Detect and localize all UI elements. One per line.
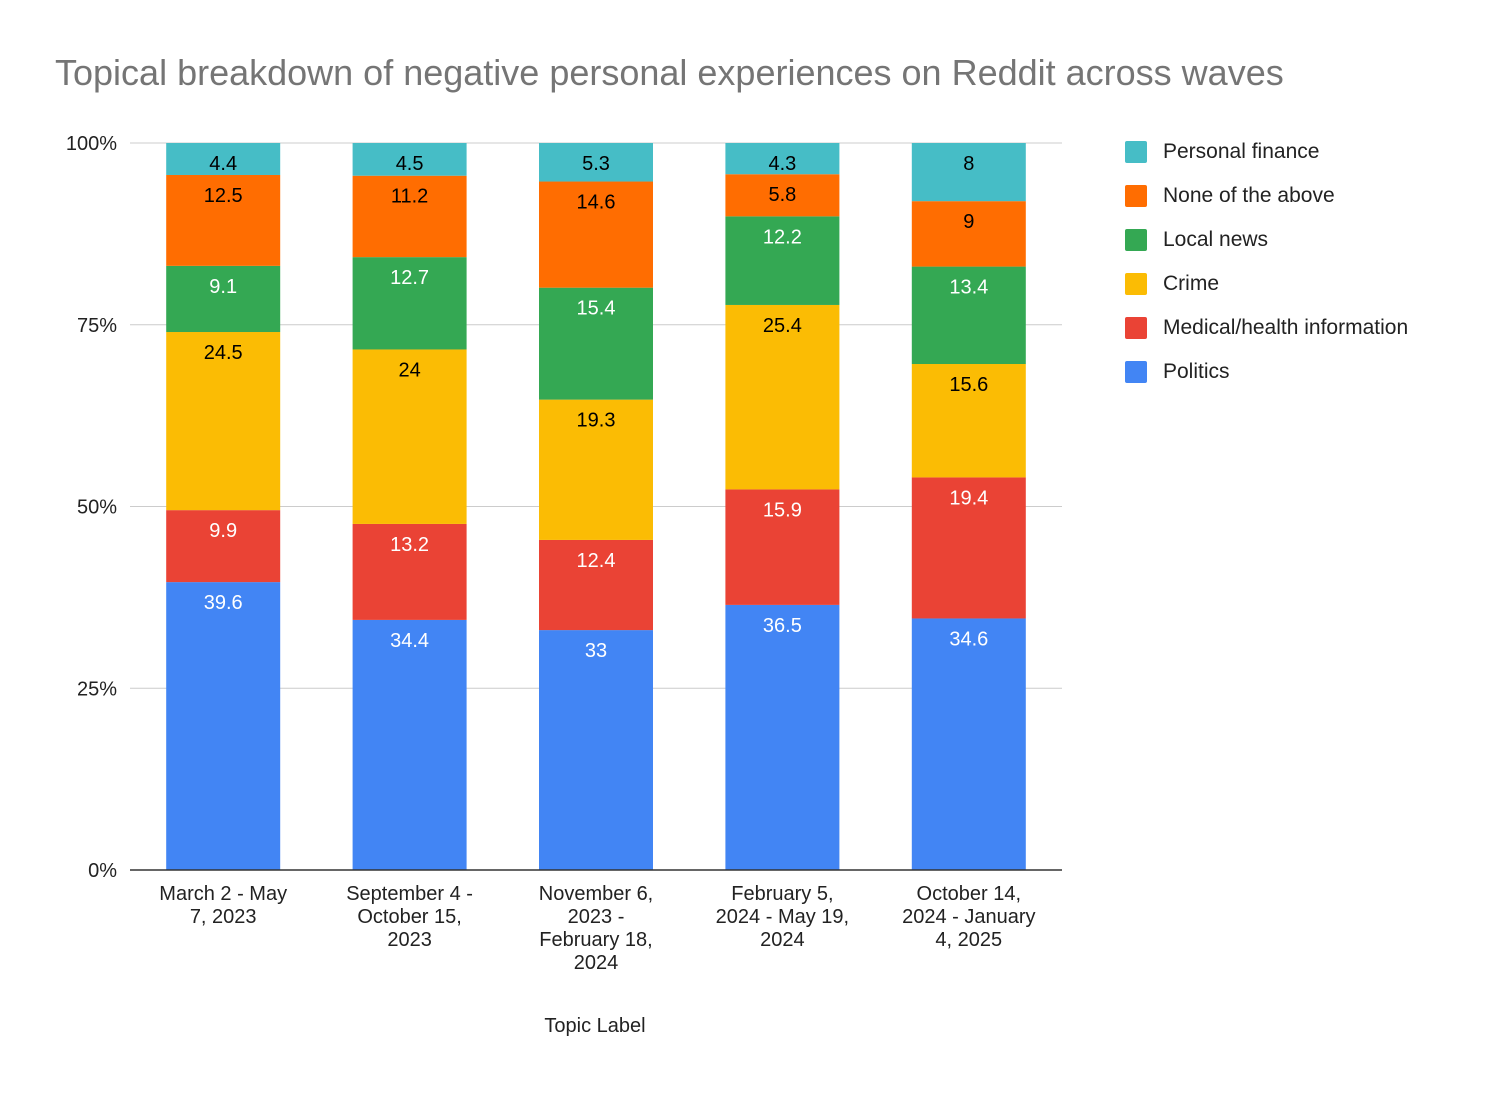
bar-segment-medical-health-information: [725, 489, 840, 605]
data-label: 13.4: [949, 277, 988, 299]
legend-swatch: [1125, 361, 1147, 383]
data-label: 13.2: [390, 534, 429, 556]
bar-segment-politics: [352, 619, 467, 870]
data-label: 25.4: [763, 315, 802, 337]
data-label: 5.3: [582, 153, 610, 175]
legend-label: Crime: [1163, 272, 1219, 295]
data-label: 19.4: [949, 487, 988, 509]
bar-segment-crime: [166, 332, 281, 511]
legend-item: Local news: [1125, 218, 1408, 262]
legend-swatch: [1125, 141, 1147, 163]
bar-segment-local-news: [911, 266, 1026, 365]
data-label: 12.5: [204, 185, 243, 207]
bar-segment-medical-health-information: [352, 523, 467, 620]
x-tick-label: March 2 - May 7, 2023: [159, 883, 288, 928]
data-label: 12.4: [577, 550, 616, 572]
y-tick-label: 0%: [88, 860, 117, 882]
bar-segment-crime: [725, 304, 840, 490]
bar-segment-personal-finance: [539, 143, 653, 182]
bar-segment-medical-health-information: [166, 510, 281, 583]
data-label: 34.6: [949, 628, 988, 650]
bar-segment-crime: [539, 399, 653, 540]
bar-segment-none-of-the-above: [166, 174, 281, 266]
data-label: 19.3: [577, 410, 616, 432]
bar-segment-politics: [911, 618, 1026, 870]
bar-segment-politics: [725, 604, 840, 870]
x-tick-label: October 14, 2024 - January 4, 2025: [902, 883, 1036, 951]
y-tick-label: 50%: [77, 497, 117, 519]
data-label: 33: [585, 640, 607, 662]
bar-segment-personal-finance: [725, 143, 840, 175]
data-label: 9: [963, 211, 974, 233]
legend-label: Local news: [1163, 228, 1269, 251]
data-label: 24: [398, 359, 420, 381]
legend-item: Personal finance: [1125, 130, 1408, 174]
y-tick-label: 100%: [66, 133, 117, 155]
y-tick-label: 25%: [77, 678, 117, 700]
bar-segment-none-of-the-above: [352, 175, 467, 258]
bar-segment-personal-finance: [352, 143, 467, 176]
bar-segment-politics: [539, 630, 653, 870]
data-label: 9.9: [209, 520, 237, 542]
data-label: 14.6: [577, 192, 616, 214]
bar-segment-politics: [166, 582, 281, 870]
data-label: 15.9: [763, 499, 802, 521]
legend-swatch: [1125, 229, 1147, 251]
data-label: 34.4: [390, 630, 429, 652]
bar-segment-personal-finance: [911, 143, 1026, 202]
bar-segment-local-news: [352, 257, 467, 350]
bar-segment-medical-health-information: [539, 539, 653, 631]
bar-segment-crime: [352, 349, 467, 524]
legend-swatch: [1125, 185, 1147, 207]
data-label: 11.2: [391, 186, 428, 208]
data-label: 4.3: [768, 153, 796, 175]
legend-item: Medical/health information: [1125, 306, 1408, 350]
bar-segment-none-of-the-above: [539, 181, 653, 288]
data-label: 15.6: [949, 374, 988, 396]
data-label: 12.7: [390, 267, 429, 289]
bar-segment-personal-finance: [166, 143, 281, 175]
legend-swatch: [1125, 273, 1147, 295]
data-label: 4.4: [209, 153, 237, 175]
data-label: 39.6: [204, 592, 243, 614]
data-label: 4.5: [396, 153, 424, 175]
legend-label: Personal finance: [1163, 140, 1320, 163]
legend-item: Crime: [1125, 262, 1408, 306]
x-axis-title: Topic Label: [544, 1015, 646, 1037]
legend-label: Politics: [1163, 360, 1230, 383]
data-label: 12.2: [763, 226, 802, 248]
legend-label: Medical/health information: [1163, 316, 1409, 339]
legend-item: Politics: [1125, 350, 1408, 394]
bar-segment-local-news: [725, 216, 840, 305]
data-label: 15.4: [577, 298, 616, 320]
bar-segment-medical-health-information: [911, 477, 1026, 619]
legend: Personal finance None of the above Local n…: [1125, 130, 1408, 394]
bar-segment-crime: [911, 364, 1026, 478]
legend-label: None of the above: [1163, 184, 1335, 207]
data-label: 5.8: [768, 184, 796, 206]
bar-segment-none-of-the-above: [911, 201, 1026, 267]
bar-segment-none-of-the-above: [725, 174, 840, 217]
data-label: 24.5: [204, 342, 243, 364]
bar-segment-local-news: [166, 265, 281, 333]
x-tick-label: September 4 - October 15, 2023: [346, 883, 473, 951]
chart-title: Topical breakdown of negative personal e…: [55, 52, 1284, 93]
bar-segment-local-news: [539, 287, 653, 400]
legend-swatch: [1125, 317, 1147, 339]
data-label: 9.1: [209, 276, 237, 298]
x-tick-label: November 6, 2023 - February 18, 2024: [538, 883, 654, 974]
x-tick-label: February 5, 2024 - May 19, 2024: [715, 883, 850, 951]
y-tick-label: 75%: [77, 315, 117, 337]
legend-item: None of the above: [1125, 174, 1408, 218]
data-label: 36.5: [763, 615, 802, 637]
data-label: 8: [963, 153, 974, 175]
